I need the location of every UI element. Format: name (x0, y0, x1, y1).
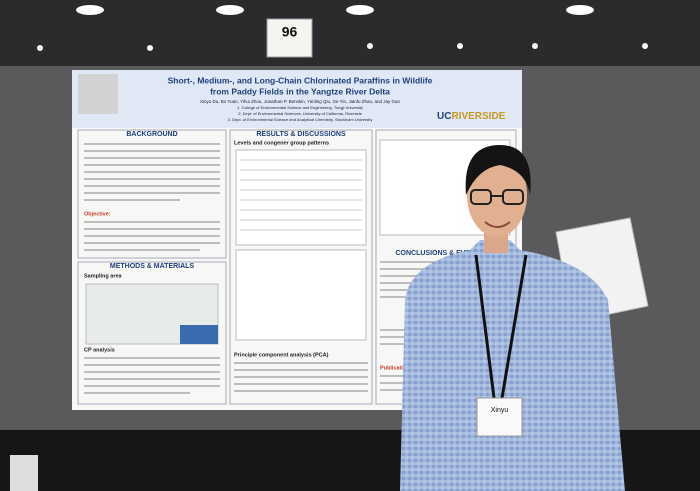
subheading: Publication (380, 365, 410, 371)
subheading: Levels and congener group patterns (234, 140, 329, 146)
poster-banner (72, 70, 522, 128)
booth-sign (266, 18, 313, 58)
booth-number: 96 (282, 24, 298, 40)
hair (465, 145, 531, 195)
poster-title: from Paddy Fields in the Yangtze River D… (210, 86, 390, 96)
affiliation: 1. College of Environmental Science and … (237, 105, 363, 110)
subheading: Principle component analysis (PCA) (234, 352, 329, 358)
ceiling-lights (37, 5, 648, 51)
affiliation: 2. Dept. of Environmental Sciences, Univ… (238, 111, 362, 116)
subheading: CP analysis (84, 347, 115, 353)
poster-title: Short-, Medium-, and Long-Chain Chlorina… (168, 75, 433, 85)
section-heading: RESULTS & DISCUSSIONS (256, 131, 346, 138)
shirt (400, 240, 625, 491)
affiliation: 3. Dept. of Environmental Science and An… (228, 117, 373, 122)
table-figure (235, 149, 367, 246)
floor-object (10, 455, 38, 491)
smile (484, 221, 511, 228)
subheading: Objective: (84, 211, 111, 217)
lanyard (474, 254, 528, 399)
blurred-logo (78, 74, 118, 114)
table-rows (240, 159, 362, 231)
logo: UCRIVERSIDE (437, 111, 506, 122)
poster-authors: Xinyu Du, Bo Yuan, Yihui Zhou, Jonathan … (200, 99, 401, 104)
species-figure (235, 249, 367, 341)
map-water (180, 325, 218, 344)
subheading: Sampling area (84, 273, 123, 279)
name-badge (476, 397, 523, 437)
section-heading: CONCLUSIONS & FUTURE (395, 250, 484, 257)
section-heading: BACKGROUND (126, 131, 177, 138)
glasses (470, 189, 524, 205)
section-heading: METHODS & MATERIALS (110, 263, 195, 270)
badge-name: Xinyu (491, 407, 509, 414)
